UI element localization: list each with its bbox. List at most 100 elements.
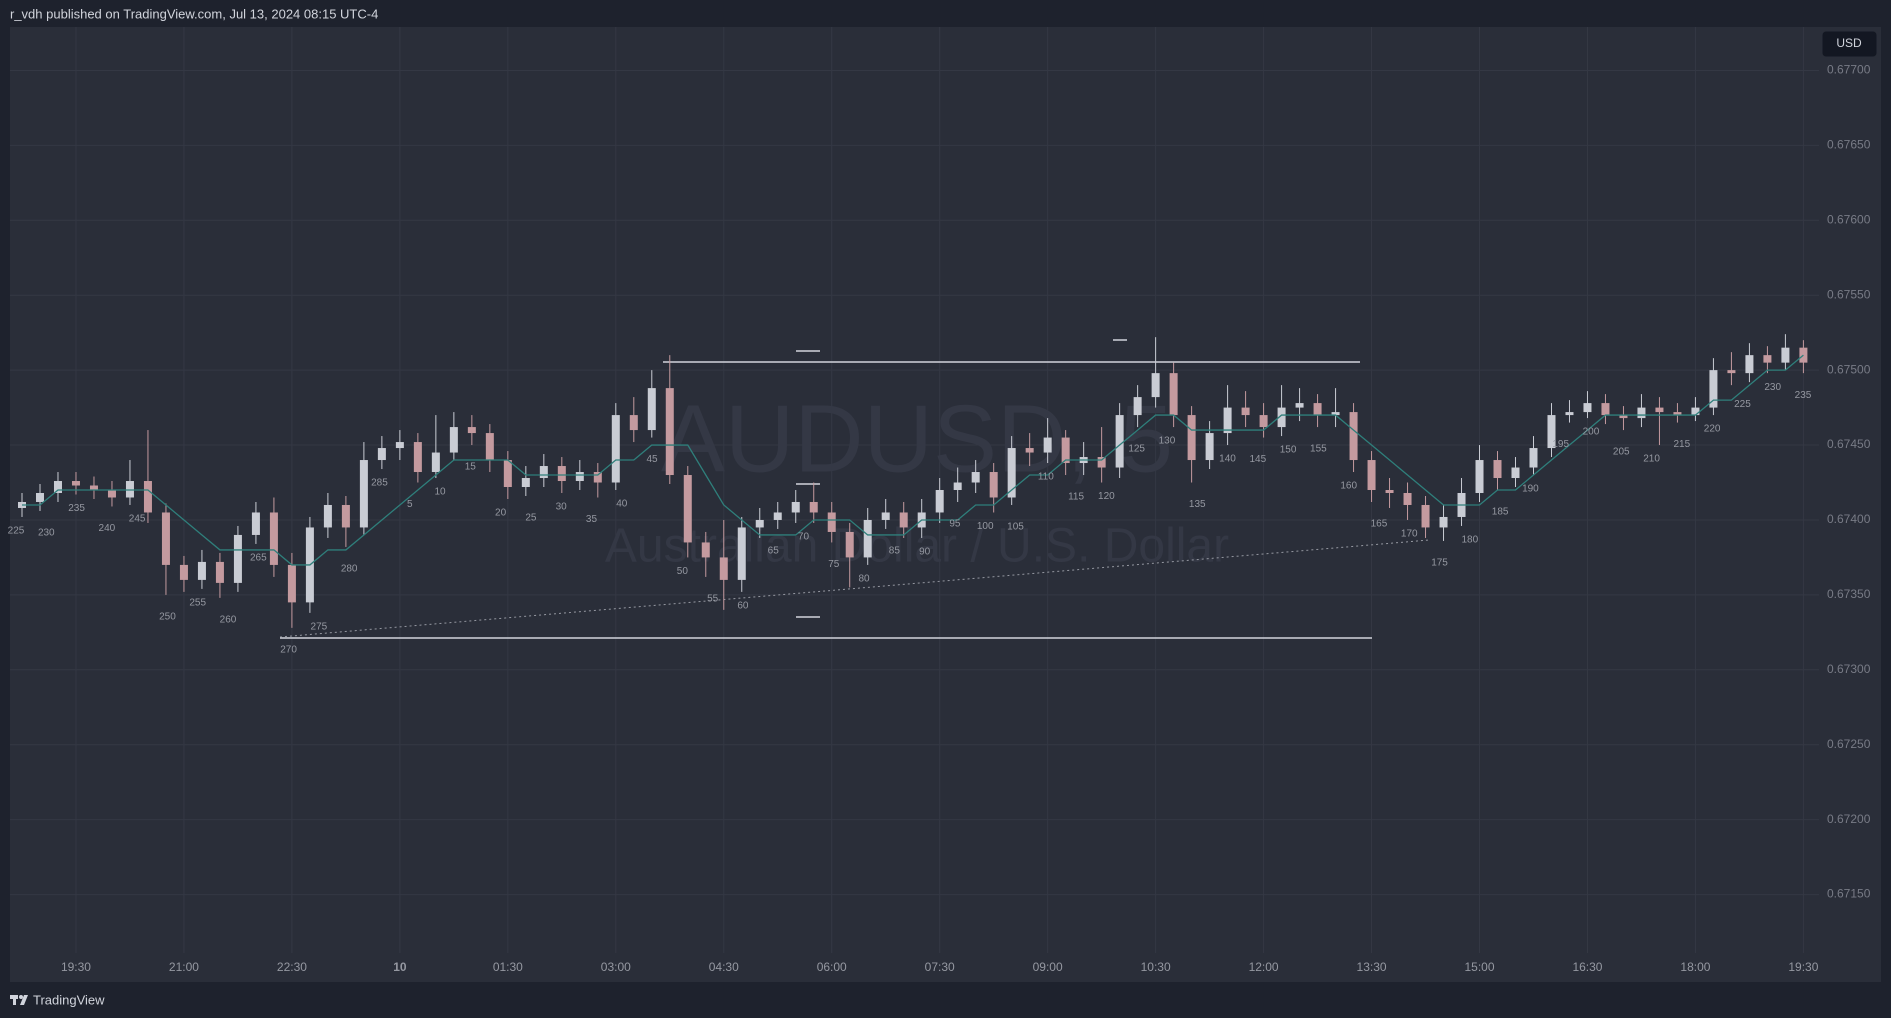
bar-count-label: 10 [434, 487, 446, 498]
candle-body [287, 564, 296, 603]
y-tick-label: 0.67550 [1827, 287, 1871, 301]
candle-body [413, 442, 422, 473]
candle-body [1763, 355, 1772, 363]
drawings [279, 339, 1430, 639]
logo-mark [19, 995, 23, 999]
candle-body [1133, 397, 1142, 416]
y-tick-label: 0.67650 [1827, 138, 1871, 152]
candle-body [1349, 412, 1358, 461]
candle-body [143, 481, 152, 513]
candle-body [179, 564, 188, 580]
candle-body [881, 512, 890, 520]
candle-body [845, 531, 854, 558]
candle-body [1583, 403, 1592, 413]
bar-count-label: 275 [311, 622, 328, 633]
candle-body [629, 415, 638, 431]
y-tick-label: 0.67150 [1827, 887, 1871, 901]
bar-count-label: 145 [1249, 454, 1266, 465]
candle-body [71, 481, 80, 486]
candle-body [593, 472, 602, 483]
bar-count-label: 125 [1128, 444, 1145, 455]
candle-body [1205, 433, 1214, 461]
x-tick-label: 13:30 [1357, 960, 1387, 974]
candle-body [251, 512, 260, 535]
bar-count-label: 130 [1159, 436, 1176, 447]
candle-body [773, 512, 782, 520]
y-tick-label: 0.67350 [1827, 587, 1871, 601]
bar-count-label: 285 [371, 478, 388, 489]
bar-count-label: 220 [1704, 424, 1721, 435]
candle-body [197, 561, 206, 580]
candle-body [809, 501, 818, 513]
candle-body [1151, 373, 1160, 398]
bar-count-label: 160 [1340, 481, 1357, 492]
candle-body [1547, 415, 1556, 449]
bar-count-label: 235 [1795, 390, 1812, 401]
bar-count-label: 230 [38, 528, 55, 539]
candle-body [1025, 448, 1034, 453]
bar-count-label: 115 [1068, 492, 1084, 503]
bar-count-label: 210 [1643, 454, 1660, 465]
bar-count-label: 70 [798, 532, 810, 543]
candle-body [1295, 403, 1304, 408]
x-tick-label: 06:00 [817, 960, 847, 974]
bar-count-label: 240 [99, 523, 116, 534]
bar-count-label: 40 [616, 499, 628, 510]
bar-count-label: 155 [1310, 444, 1327, 455]
candle-body [1745, 355, 1754, 374]
bar-count-label: 75 [828, 559, 840, 570]
candle-body [1331, 412, 1340, 416]
bar-count-label: 100 [977, 521, 994, 532]
bar-count-label: 65 [768, 546, 780, 557]
candle-body [647, 388, 656, 431]
x-tick-label: 22:30 [277, 960, 307, 974]
bar-count-label: 85 [889, 546, 901, 557]
candle-body [323, 504, 332, 528]
x-tick-label: 19:30 [1788, 960, 1818, 974]
candle-body [1277, 407, 1286, 428]
bar-count-label: 280 [341, 564, 358, 575]
logo [10, 995, 28, 1005]
candle-body [1115, 415, 1124, 468]
candle-body [1709, 370, 1718, 408]
currency-label[interactable]: USD [1836, 36, 1862, 50]
bar-count-label: 135 [1189, 499, 1206, 510]
candle-body [575, 472, 584, 482]
x-tick-label: 21:00 [169, 960, 199, 974]
candle-body [1673, 412, 1682, 416]
candle-body [1259, 415, 1268, 428]
axes: 0.67700 0.67650 0.67600 0.67550 0.67500 0.674… [61, 63, 1871, 975]
bar-count-label: 105 [1007, 522, 1024, 533]
bar-count-label: 25 [525, 513, 537, 524]
candle-body [1601, 403, 1610, 416]
currency-button[interactable] [1821, 30, 1878, 58]
logo-mark [20, 995, 28, 1005]
bar-count-label: 120 [1098, 491, 1115, 502]
candle-body [737, 527, 746, 580]
y-tick-label: 0.67250 [1827, 737, 1871, 751]
candle-body [557, 466, 566, 482]
bar-count-label: 205 [1613, 447, 1630, 458]
header-text: r_vdh published on TradingView.com, Jul … [10, 6, 378, 21]
candle-body [1691, 407, 1700, 416]
candle-body [1439, 516, 1448, 528]
candle-body [341, 504, 350, 528]
x-tick-label: 12:00 [1249, 960, 1279, 974]
candle-body [1187, 415, 1196, 461]
bar-count-label: 45 [646, 454, 658, 465]
bar-count-label: 95 [949, 519, 961, 530]
logo-mark [13, 995, 16, 1005]
candle-body [971, 472, 980, 483]
y-tick-label: 0.67450 [1827, 437, 1871, 451]
candle-body [791, 501, 800, 513]
candle-body [215, 561, 224, 583]
candle-body [1529, 448, 1538, 468]
candle-body [899, 512, 908, 528]
candle-body [827, 512, 836, 532]
candle-body [719, 557, 728, 580]
bar-count-label: 250 [159, 612, 176, 623]
bar-count-label: 15 [465, 462, 477, 473]
bar-count-label: 215 [1674, 439, 1691, 450]
bar-count-label: 200 [1583, 427, 1600, 438]
bar-count-label: 180 [1461, 535, 1478, 546]
